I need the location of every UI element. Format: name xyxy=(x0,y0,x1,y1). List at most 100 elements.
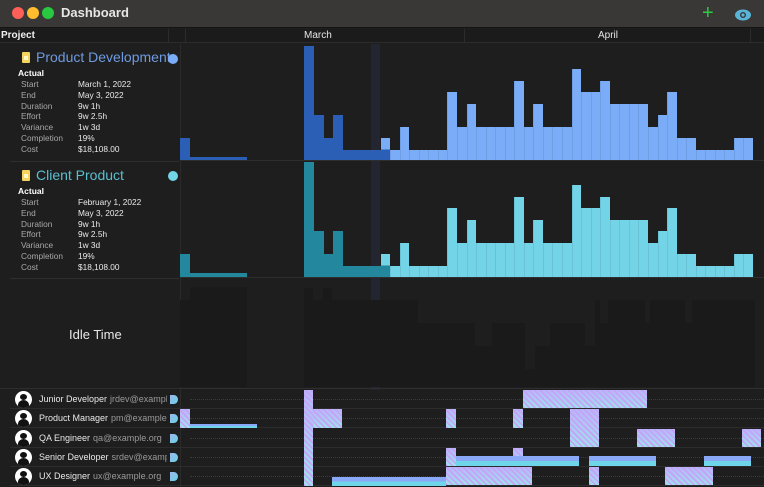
avatar xyxy=(15,391,32,408)
histogram-bar xyxy=(533,219,544,277)
histogram-bar xyxy=(733,138,744,161)
histogram-bar xyxy=(342,149,353,161)
assignment-bar[interactable] xyxy=(456,456,579,467)
histogram-bar xyxy=(476,126,486,161)
assignment-bar[interactable] xyxy=(704,456,751,467)
project-color-dot xyxy=(168,171,178,181)
eye-icon[interactable] xyxy=(735,5,751,25)
histogram-bar xyxy=(695,265,706,277)
section-label: Actual xyxy=(18,186,44,196)
histogram-bar xyxy=(351,265,362,277)
field-label: Duration xyxy=(21,100,53,111)
assignment-bar[interactable] xyxy=(589,456,656,467)
histogram-bar xyxy=(714,265,725,277)
histogram-bar xyxy=(743,138,754,161)
field-label: Variance xyxy=(21,240,54,251)
histogram-bar xyxy=(304,162,314,277)
histogram-bar xyxy=(533,103,544,161)
histogram-bar xyxy=(199,157,209,161)
histogram-bar xyxy=(227,273,238,277)
histogram-bar xyxy=(456,126,467,161)
histogram-client-product xyxy=(180,161,764,277)
assignment-overallocated[interactable] xyxy=(742,428,761,447)
histogram-bar xyxy=(552,242,563,277)
histogram-bar xyxy=(456,242,467,277)
utilization-pie-icon xyxy=(170,452,178,462)
histogram-bar xyxy=(418,149,429,161)
resource-name: Junior Developer xyxy=(39,394,108,404)
histogram-bar xyxy=(380,254,391,277)
assignment-overallocated[interactable] xyxy=(446,467,532,486)
histogram-bar xyxy=(189,157,200,161)
histogram-bar xyxy=(380,138,391,161)
histogram-bar xyxy=(418,265,429,277)
field-label: Duration xyxy=(21,218,53,229)
close-button[interactable] xyxy=(12,7,24,19)
field-label: Completion xyxy=(21,251,63,261)
assignment-overallocated[interactable] xyxy=(304,390,313,486)
assignment-overallocated[interactable] xyxy=(570,409,599,447)
avatar xyxy=(15,448,32,466)
histogram-bar xyxy=(485,126,496,161)
plus-icon[interactable]: + xyxy=(702,2,714,24)
assignment-bar[interactable] xyxy=(190,423,257,428)
project-card-product-development[interactable]: Product Development Actual Start March 1,… xyxy=(10,44,179,162)
field-value: May 3, 2022 xyxy=(78,207,124,218)
assignment-overallocated[interactable] xyxy=(180,409,190,428)
assignment-overallocated[interactable] xyxy=(313,409,342,428)
assignment-overallocated[interactable] xyxy=(523,390,647,409)
idle-bar xyxy=(692,300,755,387)
histogram-bar xyxy=(638,103,649,161)
histogram-bar xyxy=(676,254,687,277)
idle-bar xyxy=(492,323,525,387)
histogram-bar xyxy=(705,149,716,161)
idle-time-label: Idle Time xyxy=(69,327,122,342)
histogram-bar xyxy=(227,157,238,161)
histogram-bar xyxy=(657,115,668,161)
project-card-client-product[interactable]: Client Product Actual Start February 1, 2… xyxy=(10,162,179,279)
histogram-bar xyxy=(724,149,735,161)
assignment-overallocated[interactable] xyxy=(446,447,456,467)
assignment-overallocated[interactable] xyxy=(513,409,523,428)
assignment-overallocated[interactable] xyxy=(589,467,599,486)
resource-email: srdev@example.org xyxy=(111,451,167,462)
project-name: Product Development xyxy=(36,49,171,65)
assignment-overallocated[interactable] xyxy=(637,428,675,447)
histogram-bar xyxy=(504,242,515,277)
histogram-bar xyxy=(514,80,525,161)
histogram-bar xyxy=(714,149,725,161)
avatar xyxy=(15,410,32,428)
histogram-bar xyxy=(208,157,219,161)
histogram-bar xyxy=(390,149,400,161)
field-value: 9w 2.5h xyxy=(78,229,108,240)
assignment-bar[interactable] xyxy=(332,476,446,486)
histogram-bar xyxy=(686,138,696,161)
utilization-pie-icon xyxy=(170,433,178,443)
document-icon xyxy=(22,52,30,63)
idle-bar xyxy=(418,323,426,387)
avatar xyxy=(15,468,32,486)
histogram-bar xyxy=(323,254,334,277)
field-value: 1w 3d xyxy=(78,240,101,251)
assignment-overallocated[interactable] xyxy=(446,409,456,428)
assignment-overallocated[interactable] xyxy=(665,467,713,486)
histogram-bar xyxy=(619,103,630,161)
histogram-bar xyxy=(390,265,400,277)
zoom-button[interactable] xyxy=(42,7,54,19)
histogram-bar xyxy=(571,69,582,161)
field-value: 9w 2.5h xyxy=(78,111,108,122)
histogram-bar xyxy=(562,242,572,277)
histogram-bar xyxy=(428,149,439,161)
histogram-bar xyxy=(304,46,314,161)
idle-bar xyxy=(313,300,323,387)
resource-row[interactable]: QA Engineer qa@example.org xyxy=(10,429,764,448)
minimize-button[interactable] xyxy=(27,7,39,19)
idle-bar xyxy=(371,300,418,387)
idle-bar xyxy=(650,300,685,387)
field-label: Cost xyxy=(21,143,39,154)
resource-name: UX Designer xyxy=(39,471,91,482)
idle-bar xyxy=(304,288,313,387)
histogram-bar xyxy=(313,231,324,277)
